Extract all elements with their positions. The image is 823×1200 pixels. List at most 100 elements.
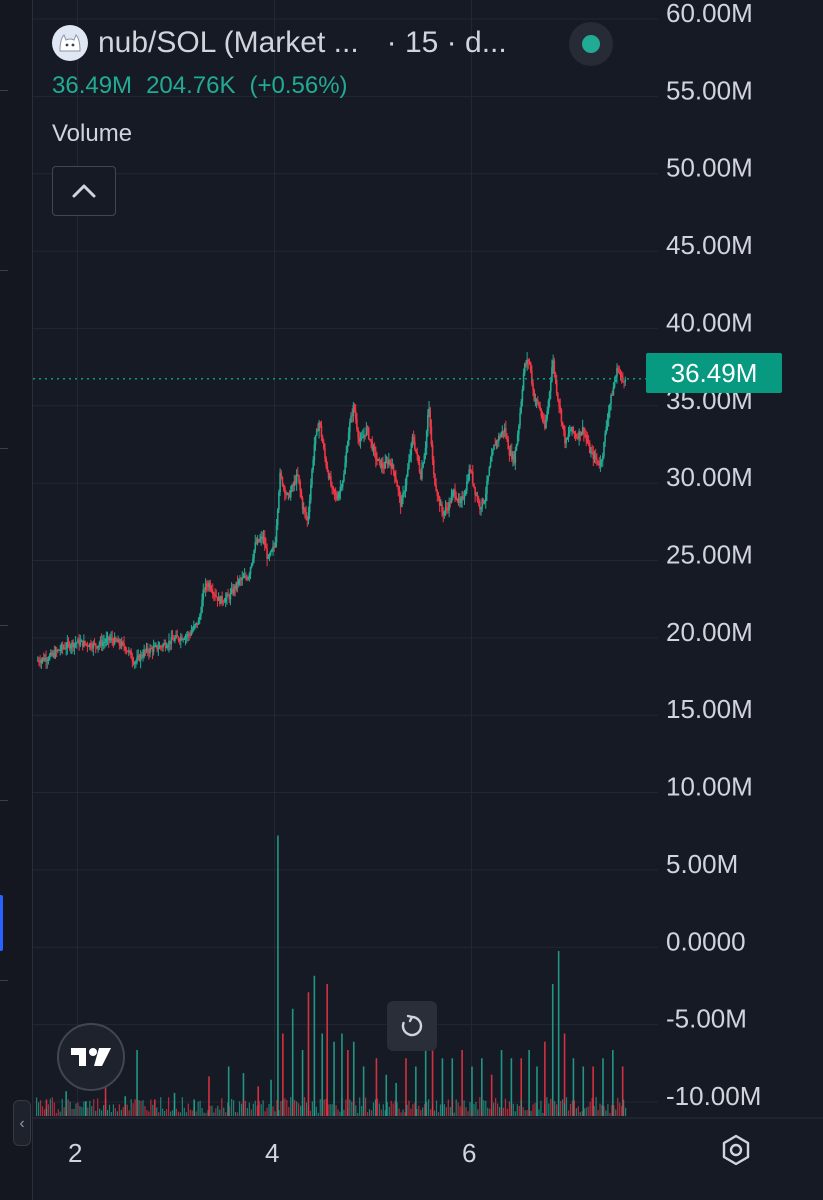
price-candle — [240, 579, 242, 581]
y-tick-label: 60.00M — [666, 0, 753, 28]
price-candle — [293, 480, 296, 486]
price-candle — [326, 466, 329, 472]
interval-label[interactable]: · 15 · d... — [386, 26, 507, 59]
volume-bar — [394, 1100, 396, 1116]
y-tick-label: 30.00M — [666, 462, 753, 492]
price-candle — [462, 496, 465, 499]
market-status-button[interactable] — [569, 22, 613, 66]
price-candle — [545, 418, 547, 429]
price-candle — [447, 508, 449, 511]
volume-bar — [522, 1107, 524, 1116]
volume-bar — [325, 1098, 327, 1116]
tradingview-logo-icon[interactable] — [57, 1023, 125, 1091]
price-candle — [288, 493, 291, 498]
volume-bar — [199, 1100, 201, 1116]
panel-collapse-handle[interactable]: ‹ — [13, 1100, 31, 1146]
volume-bar — [520, 1099, 522, 1116]
volume-indicator-label[interactable]: Volume — [52, 120, 133, 147]
price-candle — [171, 636, 174, 640]
price-candle — [358, 437, 361, 442]
price-candle — [430, 426, 433, 445]
volume-bar — [193, 1106, 195, 1116]
price-candle — [620, 374, 623, 377]
volume-bar — [353, 1099, 355, 1116]
price-candle — [559, 406, 562, 410]
price-candle — [527, 359, 530, 362]
price-candle — [105, 638, 108, 643]
price-candle — [616, 368, 618, 377]
price-candle — [417, 455, 420, 463]
price-candle — [175, 635, 177, 638]
price-candle — [182, 639, 184, 641]
price-candle — [119, 644, 122, 647]
price-axis[interactable]: 60.00M55.00M50.00M45.00M40.00M35.00M30.0… — [666, 0, 761, 1111]
price-candle — [262, 536, 265, 539]
panel-tick — [0, 270, 8, 271]
price-candle — [564, 430, 566, 444]
price-candle — [611, 394, 614, 396]
price-candle — [258, 539, 260, 542]
price-candle — [62, 647, 65, 649]
volume-bar — [368, 1109, 371, 1116]
price-candle — [78, 639, 80, 646]
volume-bar — [528, 1108, 530, 1116]
price-candle — [376, 459, 378, 461]
price-candle — [333, 489, 336, 493]
price-candle — [562, 424, 565, 431]
price-candle — [208, 583, 210, 587]
price-candle — [388, 459, 390, 465]
volume-bar — [213, 1112, 215, 1116]
close-value: 36.49M — [52, 72, 133, 99]
price-candle — [216, 596, 219, 601]
symbol-legend[interactable]: nub/SOL (Market ... · 15 · d... — [52, 22, 507, 64]
volume-bar — [392, 1103, 394, 1116]
price-candle — [304, 508, 306, 513]
price-candle — [211, 591, 214, 594]
volume-bar — [183, 1107, 185, 1116]
price-candle — [586, 438, 589, 443]
volume-bar — [313, 975, 316, 1116]
price-candle — [533, 389, 536, 401]
volume-bar — [99, 1108, 101, 1116]
price-candle — [298, 474, 300, 482]
symbol-title[interactable]: nub/SOL (Market ... — [98, 26, 359, 59]
price-candle — [323, 442, 325, 449]
reset-chart-button[interactable] — [387, 1001, 437, 1051]
volume-bar — [227, 1102, 229, 1116]
volume-bar — [268, 1104, 270, 1116]
price-candle — [456, 499, 459, 502]
price-candle — [312, 459, 314, 470]
price-candle — [404, 485, 407, 493]
price-candle — [98, 644, 101, 646]
volume-bar — [208, 1076, 210, 1116]
price-candle — [209, 583, 212, 589]
volume-bar — [589, 1101, 591, 1116]
price-candle — [54, 649, 57, 658]
volume-bar — [197, 1101, 199, 1116]
collapse-legend-button[interactable] — [52, 166, 116, 216]
volume-bar — [299, 1105, 302, 1116]
volume-bar — [126, 1104, 128, 1116]
volume-bar — [502, 1107, 505, 1116]
price-candle — [487, 475, 489, 481]
volume-bar — [526, 1110, 528, 1116]
price-candle — [274, 542, 277, 547]
chart-settings-button[interactable] — [714, 1128, 758, 1172]
price-candle — [575, 437, 578, 439]
price-candle — [154, 645, 156, 647]
price-candle — [557, 393, 559, 400]
price-candle — [369, 438, 371, 440]
volume-bar — [567, 1110, 570, 1116]
price-candle — [352, 404, 355, 417]
time-axis[interactable]: 2 4 6 — [68, 1138, 476, 1168]
volume-bar — [612, 1050, 614, 1116]
volume-bar — [546, 1097, 548, 1116]
price-candle — [196, 622, 199, 625]
price-candle — [567, 433, 570, 438]
price-candle — [286, 493, 288, 495]
volume-bar — [294, 1099, 296, 1116]
volume-bar — [321, 1033, 324, 1116]
chart-canvas[interactable]: 60.00M55.00M50.00M45.00M40.00M35.00M30.0… — [33, 0, 823, 1200]
price-candle — [534, 400, 537, 402]
volume-bar — [451, 1058, 454, 1116]
